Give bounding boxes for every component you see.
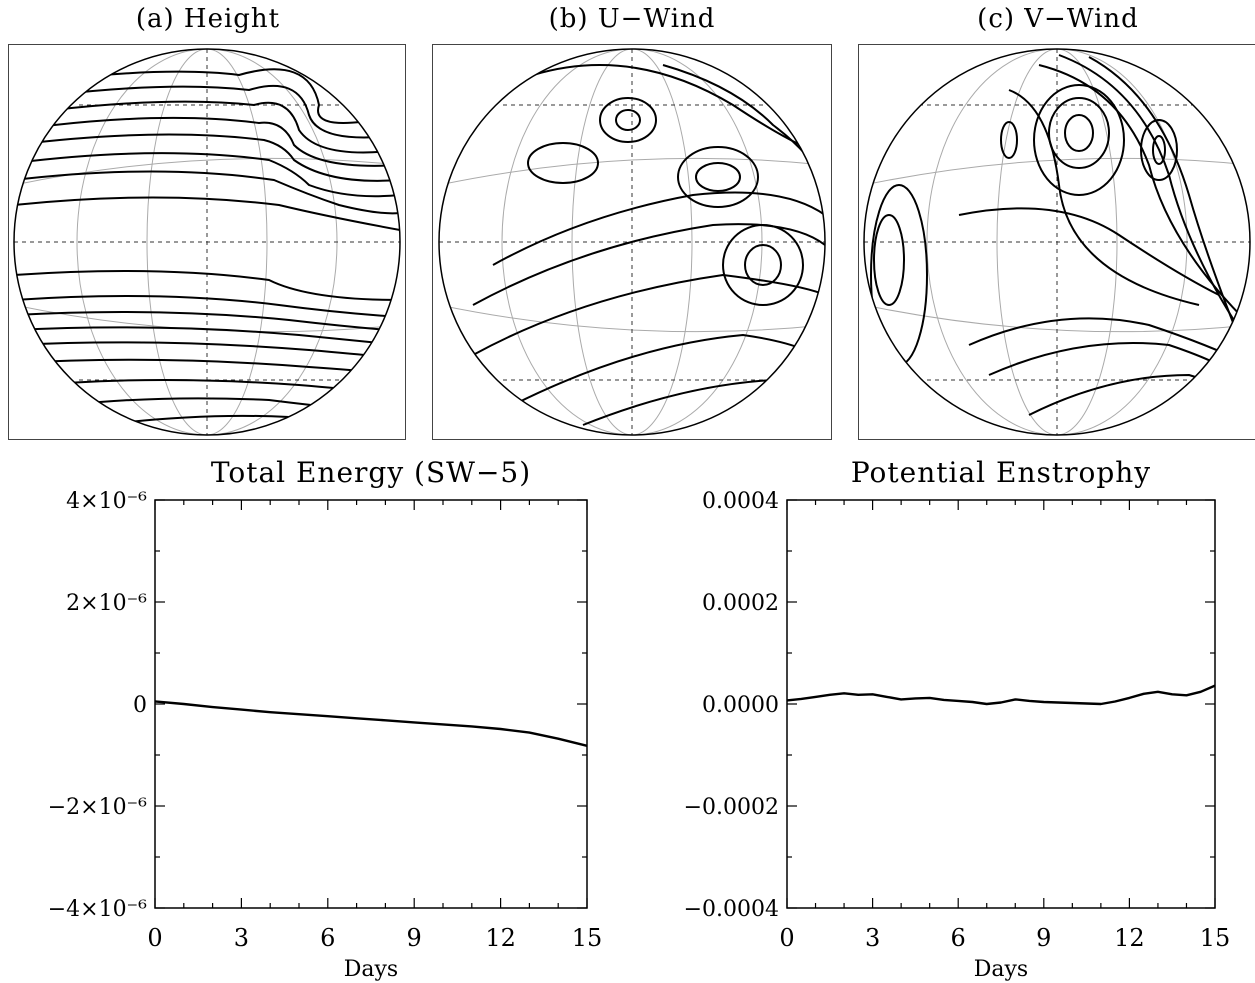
v-wind-globe-svg (863, 48, 1251, 436)
panel-title-v-wind: (c) V−Wind (977, 4, 1139, 34)
energy-y-tick-label: 2×10⁻⁶ (66, 591, 147, 616)
enstrophy-series-line (786, 684, 1216, 706)
energy-chart-title: Total Energy (SW−5) (210, 456, 532, 489)
enstrophy-x-tick-label: 0 (779, 924, 794, 952)
energy-y-tick-label: 0 (133, 693, 147, 718)
u-wind-globe-svg (438, 48, 826, 436)
enstrophy-x-tick-label: 9 (1036, 924, 1051, 952)
enstrophy-chart-title: Potential Enstrophy (850, 456, 1152, 489)
enstrophy-y-tick-label: 0.0000 (702, 693, 779, 718)
energy-y-tick-label: −4×10⁻⁶ (48, 897, 147, 922)
energy-x-tick-label: 15 (572, 924, 603, 952)
panel-title-u-wind: (b) U−Wind (548, 4, 716, 34)
enstrophy-x-tick-label: 3 (865, 924, 880, 952)
enstrophy-y-tick-label: 0.0002 (702, 591, 779, 616)
enstrophy-y-tick-label: 0.0004 (702, 489, 779, 514)
energy-x-tick-label: 12 (485, 924, 516, 952)
v-wind-globe-panel (858, 44, 1255, 440)
enstrophy-x-tick-label: 6 (951, 924, 966, 952)
u-wind-globe-panel (432, 44, 832, 440)
energy-x-tick-label: 3 (234, 924, 249, 952)
enstrophy-x-tick-label: 15 (1200, 924, 1231, 952)
height-globe-svg (13, 48, 401, 436)
energy-series-line (154, 700, 588, 747)
panel-title-height: (a) Height (135, 4, 281, 34)
energy-x-tick-label: 0 (147, 924, 162, 952)
enstrophy-y-tick-label: −0.0002 (684, 795, 779, 820)
enstrophy-x-tick-label: 12 (1114, 924, 1145, 952)
energy-plot-frame (154, 499, 588, 909)
enstrophy-x-axis-label: Days (974, 957, 1028, 982)
energy-x-tick-label: 6 (320, 924, 335, 952)
height-globe-panel (8, 44, 406, 440)
energy-y-tick-label: 4×10⁻⁶ (66, 489, 147, 514)
energy-x-tick-label: 9 (407, 924, 422, 952)
height-contours (14, 49, 400, 435)
energy-y-tick-label: −2×10⁻⁶ (48, 795, 147, 820)
energy-x-axis-label: Days (344, 957, 398, 982)
enstrophy-plot-frame (786, 499, 1216, 909)
enstrophy-y-tick-label: −0.0004 (684, 897, 779, 922)
